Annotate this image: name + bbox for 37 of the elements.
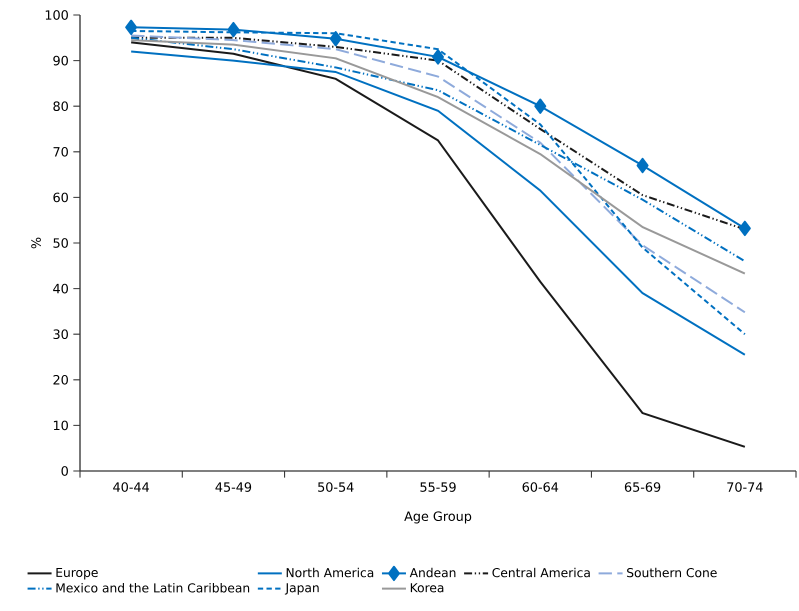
x-tick-label: 40-44 (113, 482, 150, 492)
y-axis-title: % (31, 238, 41, 248)
point (432, 49, 444, 65)
x-tick-label: 50-54 (318, 482, 354, 492)
y-tick-label: 70 (54, 146, 68, 157)
x-tick-label: 70-74 (727, 482, 763, 492)
line-series (130, 41, 746, 448)
line-series (130, 50, 746, 356)
y-tick-label: 50 (53, 238, 68, 248)
point (330, 31, 342, 46)
legend-label: Central America (492, 568, 590, 578)
x-tick-label: 60-64 (522, 482, 558, 492)
y-tick-label: 40 (53, 284, 68, 294)
point (636, 158, 649, 174)
point (534, 98, 546, 114)
legend-label: Southern Cone (627, 568, 717, 578)
x-axis-title: Age Group (404, 511, 472, 524)
point (227, 22, 240, 38)
legend-label: Japan (284, 583, 319, 595)
y-tick-label: 90 (53, 56, 68, 66)
x-tick-label: 55-59 (420, 482, 456, 492)
y-tick-label: 20 (53, 374, 68, 385)
y-tick-label: 60 (53, 192, 68, 202)
legend-label: North America (286, 568, 374, 578)
legend-label: Andean (410, 568, 456, 578)
y-tick-label: 80 (53, 101, 68, 112)
y-tick-label: 100 (46, 10, 68, 20)
x-tick-label: 45-49 (215, 482, 252, 492)
point (738, 220, 751, 236)
x-tick-label: 65-69 (624, 482, 660, 492)
legend-label: Mexico and the Latin Caribbean (56, 583, 250, 593)
point (125, 20, 138, 35)
y-tick-label: 10 (54, 420, 68, 430)
legend-label: Korea (410, 583, 444, 592)
y-tick-label: 0 (61, 466, 68, 476)
legend-label: Europe (56, 568, 98, 580)
y-tick-label: 30 (53, 329, 68, 340)
